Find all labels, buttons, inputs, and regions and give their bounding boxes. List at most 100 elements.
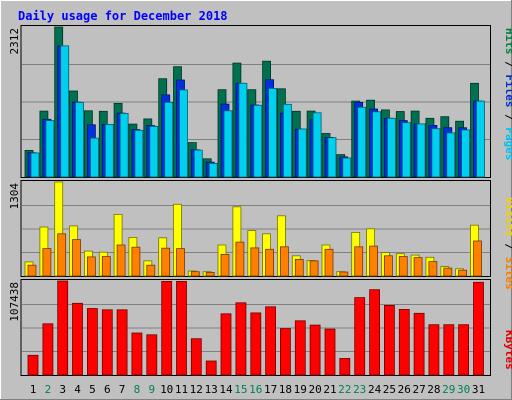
- bar-pages-day-2: [45, 120, 55, 178]
- x-tick-label: 30: [457, 383, 470, 396]
- bar-pages-day-11: [179, 89, 188, 178]
- bar-pages-day-28: [431, 128, 441, 178]
- x-tick-label: 18: [279, 383, 292, 396]
- bar-pages-day-20: [312, 112, 322, 178]
- bar-kbytes-day-12: [190, 338, 202, 376]
- bar-kbytes-day-17: [265, 306, 277, 376]
- bar-sites-day-5: [87, 256, 96, 277]
- x-tick-label: 9: [148, 383, 155, 396]
- bar-kbytes-day-27: [413, 312, 425, 376]
- x-tick-label: 14: [219, 383, 233, 396]
- legend-hits: Hits: [503, 28, 512, 55]
- bar-kbytes-day-23: [354, 297, 366, 376]
- bar-kbytes-day-19: [294, 320, 306, 376]
- bar-pages-day-9: [149, 126, 159, 178]
- bar-sites-day-25: [383, 255, 393, 277]
- legend-visits: Visits: [503, 197, 512, 237]
- bar-sites-day-31: [473, 240, 482, 277]
- bar-sites-day-23: [354, 246, 364, 277]
- bar-sites-day-16: [250, 247, 260, 277]
- x-tick-label: 17: [264, 383, 277, 396]
- x-tick-label: 20: [308, 383, 321, 396]
- bottom-ymax-label: 107438: [8, 282, 21, 322]
- bar-sites-day-11: [176, 248, 185, 277]
- bar-kbytes-day-5: [87, 308, 98, 376]
- x-tick-label: 2: [45, 383, 52, 396]
- legend-sites: Sites: [503, 257, 512, 290]
- x-tick-label: 1: [30, 383, 37, 396]
- bar-pages-day-6: [104, 124, 114, 178]
- panel-middle-frame: [20, 180, 491, 277]
- bar-sites-day-14: [220, 253, 230, 277]
- bar-kbytes-day-2: [42, 323, 54, 376]
- x-tick-label: 15: [234, 383, 247, 396]
- bar-sites-day-20: [309, 260, 319, 277]
- bar-kbytes-day-26: [398, 308, 410, 376]
- legend-pages: Pages: [503, 127, 512, 160]
- bar-pages-day-21: [327, 137, 337, 178]
- bar-sites-day-27: [413, 257, 423, 277]
- x-tick-label: 19: [294, 383, 307, 396]
- bar-kbytes-day-10: [161, 280, 173, 376]
- x-tick-label: 3: [59, 383, 66, 396]
- bar-sites-day-6: [101, 256, 111, 277]
- x-tick-label: 11: [175, 383, 188, 396]
- bar-sites-day-22: [339, 271, 349, 277]
- legend-files: Files: [503, 74, 512, 107]
- bar-kbytes-day-9: [146, 334, 158, 376]
- bar-pages-day-5: [90, 137, 99, 178]
- x-tick-label: 5: [89, 383, 96, 396]
- bar-pages-day-16: [253, 104, 263, 178]
- bar-pages-day-29: [446, 132, 456, 178]
- bar-kbytes-day-20: [309, 324, 321, 376]
- x-tick-label: 31: [472, 383, 485, 396]
- panel-bottom-frame: [20, 279, 491, 376]
- x-tick-label: 10: [160, 383, 173, 396]
- bar-pages-day-23: [357, 106, 367, 178]
- x-tick-label: 27: [412, 383, 425, 396]
- bar-sites-day-1: [27, 264, 37, 277]
- middle-ymax-label: 1304: [8, 183, 21, 210]
- bar-pages-day-26: [401, 122, 411, 178]
- x-tick-label: 12: [190, 383, 203, 396]
- x-tick-label: 26: [398, 383, 411, 396]
- bar-kbytes-day-14: [220, 313, 232, 376]
- bar-sites-day-24: [369, 245, 379, 277]
- bar-sites-day-13: [205, 271, 215, 277]
- bar-pages-day-3: [60, 45, 70, 178]
- bar-pages-day-10: [164, 102, 174, 178]
- legend-middle: Visits / Sites: [503, 197, 512, 290]
- bar-sites-day-26: [398, 256, 408, 277]
- bar-kbytes-day-21: [324, 328, 336, 376]
- x-tick-label: 6: [104, 383, 111, 396]
- legend-bottom: KBytes: [503, 330, 512, 370]
- bar-kbytes-day-29: [443, 324, 455, 376]
- bar-pages-day-4: [75, 102, 84, 178]
- bar-pages-day-31: [476, 100, 485, 178]
- bar-pages-day-19: [297, 128, 307, 178]
- bar-kbytes-day-6: [101, 309, 113, 376]
- legend-kbytes: KBytes: [503, 330, 512, 370]
- bar-sites-day-10: [161, 247, 171, 277]
- bar-pages-day-12: [193, 149, 203, 178]
- x-tick-label: 8: [134, 383, 141, 396]
- legend-top: Hits / Files / Pages: [503, 28, 512, 161]
- bars-layer: [22, 26, 490, 376]
- bar-sites-day-18: [279, 246, 289, 277]
- bar-kbytes-day-8: [131, 332, 143, 376]
- bar-pages-day-15: [238, 82, 248, 178]
- panel-top-frame: [20, 25, 491, 178]
- bar-kbytes-day-15: [235, 302, 247, 376]
- x-tick-label: 24: [368, 383, 382, 396]
- bar-sites-day-17: [265, 248, 275, 277]
- bar-pages-day-1: [30, 152, 40, 178]
- bar-kbytes-day-3: [57, 280, 69, 376]
- bar-pages-day-22: [342, 157, 352, 178]
- bar-sites-day-15: [235, 241, 245, 277]
- bar-kbytes-day-31: [473, 281, 484, 376]
- x-tick-label: 28: [427, 383, 440, 396]
- bar-pages-day-30: [461, 129, 471, 178]
- bar-kbytes-day-4: [72, 302, 83, 376]
- x-tick-label: 29: [442, 383, 455, 396]
